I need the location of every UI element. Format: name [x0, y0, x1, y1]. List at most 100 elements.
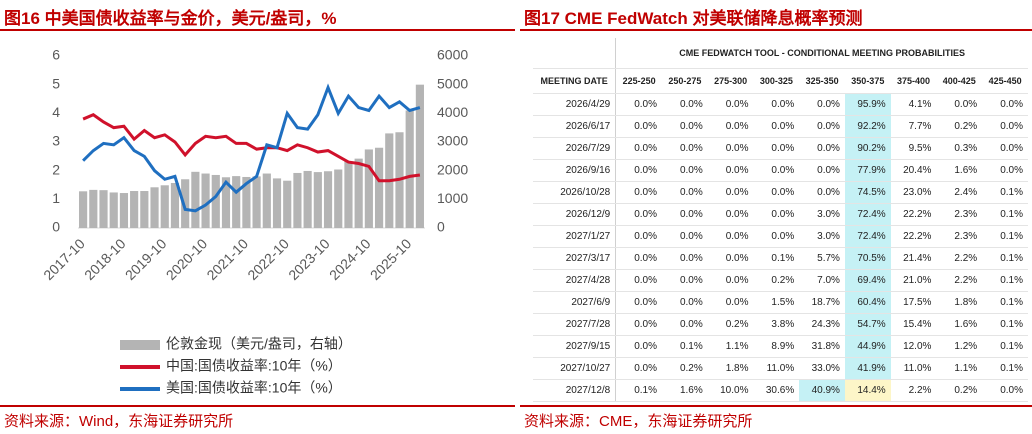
probability-cell: 0.2% — [936, 115, 983, 138]
probability-cell: 54.7% — [844, 313, 891, 336]
probability-cell: 30.6% — [753, 379, 800, 402]
probability-cell: 0.0% — [982, 137, 1028, 160]
probability-cell: 0.1% — [662, 335, 708, 358]
probability-cell: 0.0% — [707, 93, 754, 116]
meeting-date: 2026/10/28 — [533, 181, 617, 204]
probability-cell: 0.0% — [707, 269, 754, 292]
probability-cell: 0.0% — [615, 115, 663, 138]
bar — [293, 172, 302, 228]
probability-cell: 2.2% — [936, 269, 983, 292]
y2-tick-label: 6000 — [437, 47, 468, 63]
probability-cell: 95.9% — [844, 93, 891, 116]
x-tick-label: 2017-10 — [40, 235, 88, 283]
probability-cell: 0.1% — [615, 379, 663, 402]
probability-cell: 0.0% — [662, 137, 708, 160]
meeting-date: 2026/7/29 — [533, 137, 617, 160]
bar — [313, 172, 322, 228]
probability-cell: 0.0% — [799, 137, 845, 160]
probability-cell: 11.0% — [753, 357, 800, 380]
bar — [160, 185, 169, 228]
probability-cell: 0.1% — [982, 269, 1028, 292]
chart-source: 资料来源：Wind，东海证券研究所 — [4, 413, 234, 430]
probability-cell: 0.0% — [982, 379, 1028, 402]
probability-cell: 0.0% — [615, 93, 663, 116]
probability-cell: 2.2% — [890, 379, 937, 402]
table-source: 资料来源：CME，东海证券研究所 — [524, 413, 753, 430]
bar — [323, 171, 333, 228]
bar — [79, 191, 88, 228]
probability-cell: 9.5% — [890, 137, 937, 160]
probability-cell: 0.0% — [753, 203, 800, 226]
meeting-date: 2026/9/16 — [533, 159, 617, 182]
column-header: 350-375 — [844, 68, 891, 94]
probability-cell: 1.6% — [662, 379, 708, 402]
probability-cell: 0.2% — [936, 379, 983, 402]
probability-cell: 10.0% — [707, 379, 754, 402]
cell — [533, 38, 617, 69]
y-tick-label: 4 — [52, 104, 60, 120]
bar — [252, 176, 261, 228]
bar — [374, 147, 384, 228]
bar — [211, 174, 220, 228]
column-header: 300-325 — [753, 68, 800, 94]
probability-cell: 1.2% — [936, 335, 983, 358]
bar — [140, 191, 149, 228]
table-row: 2026/12/9 0.0% 0.0% 0.0% 0.0% 3.0% 72.4% 22.2% 2… — [533, 203, 1028, 226]
table-row: 2027/12/8 0.1% 1.6% 10.0% 30.6% 40.9% 14.4% 2.2… — [533, 379, 1028, 402]
probability-cell: 77.9% — [844, 159, 891, 182]
probability-cell: 0.0% — [662, 269, 708, 292]
legend-label: 美国:国债收益率:10年（%） — [166, 380, 342, 396]
probability-cell: 23.0% — [890, 181, 937, 204]
probability-cell: 22.2% — [890, 225, 937, 248]
probability-cell: 0.0% — [753, 181, 800, 204]
probability-cell: 7.0% — [799, 269, 845, 292]
column-header: 325-350 — [799, 68, 845, 94]
bar — [232, 176, 241, 228]
probability-cell: 0.0% — [753, 225, 800, 248]
header-row: MEETING DATE 225-250 250-275 275-300 300-325… — [533, 68, 1028, 94]
bar — [130, 191, 139, 228]
column-header: 400-425 — [936, 68, 983, 94]
probability-cell: 33.0% — [799, 357, 845, 380]
probability-cell: 4.1% — [890, 93, 937, 116]
probability-cell: 1.1% — [707, 335, 754, 358]
x-tick-label: 2022-10 — [244, 235, 292, 283]
probability-cell: 1.6% — [936, 313, 983, 336]
y2-tick-label: 2000 — [437, 161, 468, 177]
probability-cell: 0.0% — [662, 247, 708, 270]
title-rule — [0, 29, 515, 31]
probability-cell: 1.1% — [936, 357, 983, 380]
column-header: 225-250 — [615, 68, 663, 94]
probability-cell: 0.1% — [982, 225, 1028, 248]
probability-cell: 0.0% — [662, 115, 708, 138]
bar — [334, 169, 343, 228]
probability-cell: 69.4% — [844, 269, 891, 292]
probability-cell: 22.2% — [890, 203, 937, 226]
bar — [242, 176, 251, 228]
probability-cell: 12.0% — [890, 335, 937, 358]
probability-cell: 0.1% — [982, 357, 1028, 380]
probability-cell: 14.4% — [844, 379, 891, 402]
chart: 012345601000200030004000500060002017-102… — [40, 47, 468, 396]
probability-cell: 5.7% — [799, 247, 845, 270]
probability-cell: 20.4% — [890, 159, 937, 182]
bar — [150, 187, 159, 228]
probability-cell: 2.4% — [936, 181, 983, 204]
caption-row: CME FEDWATCH TOOL - CONDITIONAL MEETING … — [533, 38, 1028, 69]
probability-cell: 0.0% — [662, 225, 708, 248]
bar — [303, 170, 312, 228]
probability-cell: 0.0% — [615, 291, 663, 314]
probability-cell: 0.0% — [615, 137, 663, 160]
probability-cell: 2.3% — [936, 225, 983, 248]
bar — [354, 158, 363, 228]
probability-cell: 1.5% — [753, 291, 800, 314]
x-tick-label: 2025-10 — [367, 235, 415, 283]
bar — [262, 173, 271, 228]
meeting-date: 2027/3/17 — [533, 247, 617, 270]
bar — [109, 192, 118, 228]
probability-cell: 0.1% — [982, 313, 1028, 336]
probability-cell: 0.0% — [753, 115, 800, 138]
table-caption: CME FEDWATCH TOOL - CONDITIONAL MEETING … — [615, 38, 1028, 69]
x-tick-label: 2020-10 — [163, 235, 211, 283]
chart-title: 图16 中美国债收益率与金价，美元/盎司，% — [4, 9, 337, 28]
